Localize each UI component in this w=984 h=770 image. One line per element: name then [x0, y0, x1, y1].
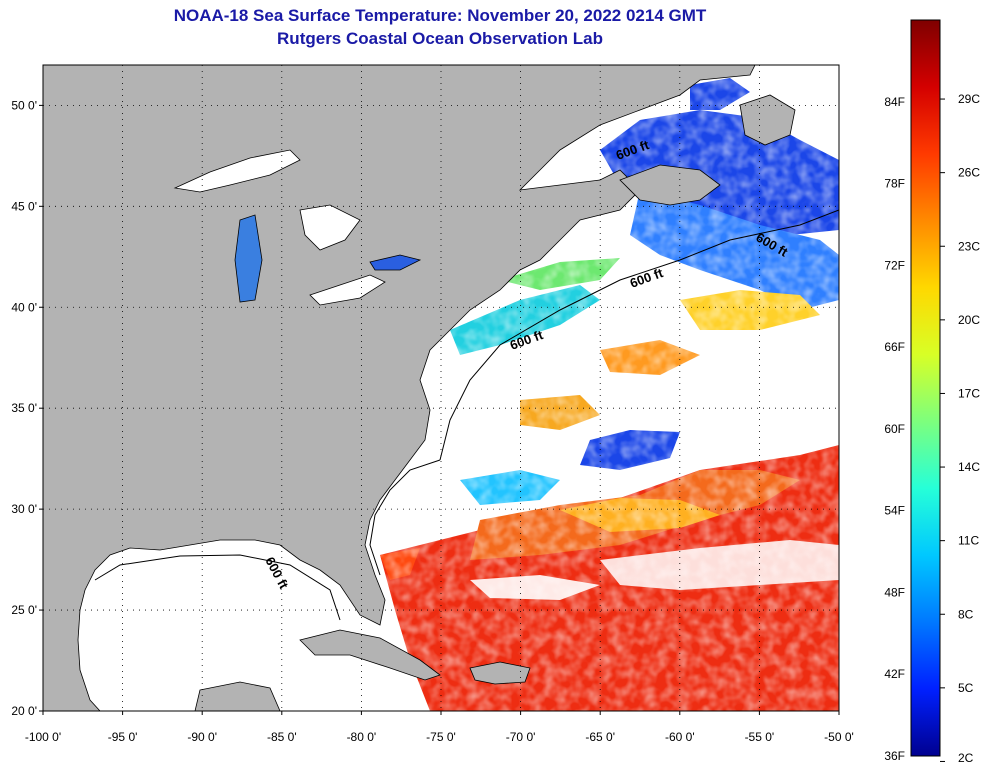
longitude-tick-label: -75 0' — [426, 730, 456, 744]
colorbar-celsius-label: 11C — [958, 534, 979, 548]
longitude-tick-label: -100 0' — [25, 730, 61, 744]
colorbar — [910, 19, 941, 757]
colorbar-fahrenheit-label: 72F — [884, 258, 905, 272]
latitude-tick-label: 25 0' — [11, 603, 37, 617]
colorbar-fahrenheit-label: 78F — [884, 177, 905, 191]
longitude-tick-label: -90 0' — [187, 730, 217, 744]
colorbar-celsius-label: 23C — [958, 239, 980, 253]
longitude-tick-label: -65 0' — [585, 730, 615, 744]
map-title: NOAA-18 Sea Surface Temperature: Novembe… — [173, 6, 707, 25]
latitude-tick-label: 50 0' — [11, 98, 37, 112]
colorbar-fahrenheit-label: 48F — [884, 585, 905, 599]
colorbar-celsius-label: 26C — [958, 166, 980, 180]
colorbar-celsius-label: 29C — [958, 92, 980, 106]
colorbar-celsius-label: 2C — [958, 751, 974, 765]
map-plot-area: 600 ft 600 ft 600 ft 600 ft 600 ft — [43, 65, 839, 711]
colorbar-fahrenheit-label: 84F — [884, 95, 905, 109]
land — [43, 65, 796, 711]
longitude-tick-label: -70 0' — [506, 730, 536, 744]
longitude-tick-label: -50 0' — [824, 730, 854, 744]
colorbar-celsius-label: 8C — [958, 607, 974, 621]
longitude-tick-label: -80 0' — [347, 730, 377, 744]
colorbar-celsius-label: 5C — [958, 681, 974, 695]
longitude-tick-label: -55 0' — [745, 730, 775, 744]
colorbar-fahrenheit-label: 54F — [884, 504, 905, 518]
colorbar-fahrenheit-label: 66F — [884, 340, 905, 354]
colorbar-fahrenheit-label: 60F — [884, 422, 905, 436]
colorbar-fahrenheit-label: 42F — [884, 667, 905, 681]
colorbar-fahrenheit-labels: 84F 78F 72F 66F 60F 54F 48F 42F 36F — [884, 95, 905, 763]
colorbar-celsius-label: 14C — [958, 460, 980, 474]
longitude-tick-label: -95 0' — [108, 730, 138, 744]
longitude-axis: -100 0' -95 0' -90 0' -85 0' -80 0' -75 0' -70… — [25, 711, 854, 744]
latitude-axis: 50 0' 45 0' 40 0' 35 0' 30 0' 25 0' 20 0' — [11, 98, 43, 718]
latitude-tick-label: 35 0' — [11, 401, 37, 415]
great-lakes — [173, 149, 422, 306]
map-subtitle: Rutgers Coastal Ocean Observation Lab — [277, 29, 603, 48]
latitude-tick-label: 40 0' — [11, 300, 37, 314]
isobath-contour — [94, 209, 839, 621]
latitude-tick-label: 45 0' — [11, 199, 37, 213]
longitude-tick-label: -85 0' — [267, 730, 297, 744]
latitude-tick-label: 30 0' — [11, 502, 37, 516]
colorbar-celsius-labels: 29C 26C 23C 20C 17C 14C 11C 8C 5C 2C — [940, 92, 980, 765]
colorbar-celsius-label: 20C — [958, 313, 980, 327]
colorbar-fahrenheit-label: 36F — [884, 749, 905, 763]
latitude-tick-label: 20 0' — [11, 704, 37, 718]
longitude-tick-label: -60 0' — [665, 730, 695, 744]
colorbar-celsius-label: 17C — [958, 386, 980, 400]
